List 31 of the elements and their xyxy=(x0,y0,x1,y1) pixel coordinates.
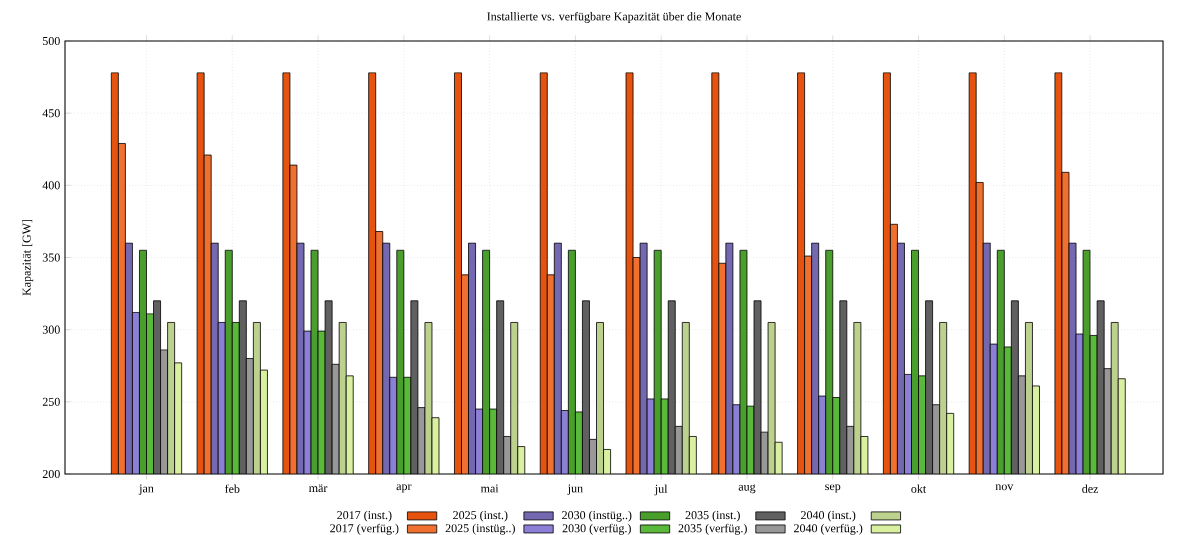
legend-label: 2017 (inst.) xyxy=(337,510,392,522)
legend-label: 2025 (instüg..) xyxy=(445,523,515,535)
x-tick-label: mär xyxy=(308,484,328,493)
y-tick-label: 250 xyxy=(42,397,60,406)
x-tick-label: jul xyxy=(654,484,668,496)
x-tick-label: jan xyxy=(138,484,154,495)
x-tick-label: dez xyxy=(1082,484,1099,493)
y-tick-label: 400 xyxy=(42,181,60,190)
y-tick-label: 300 xyxy=(42,325,60,334)
y-axis-title: Kapazität [GW] xyxy=(22,219,34,296)
chart-title: Installierte vs. verfügbare Kapazität über die Monate xyxy=(487,11,741,23)
x-tick-label: aug xyxy=(738,484,756,494)
legend-label: 2025 (inst.) xyxy=(453,510,508,522)
x-tick-label: okt xyxy=(911,484,927,493)
y-tick-label: 500 xyxy=(42,36,60,46)
legend-label: 2035 (verfüg.) xyxy=(678,523,747,535)
y-tick-label: 450 xyxy=(42,109,60,118)
x-tick-label: nov xyxy=(995,484,1014,491)
y-tick-label: 350 xyxy=(42,253,60,262)
legend-label: 2030 (verfüg.) xyxy=(562,523,631,535)
x-tick-label: sep xyxy=(825,484,841,493)
y-tick-label: 200 xyxy=(42,469,60,479)
legend-label: 2030 (instüg..) xyxy=(562,510,632,522)
legend-label: 2040 (verfüg.) xyxy=(794,523,863,535)
legend-label: 2040 (inst.) xyxy=(801,510,856,522)
legend-label: 2035 (inst.) xyxy=(685,510,740,522)
x-tick-label: jun xyxy=(567,484,583,495)
x-tick-label: mai xyxy=(480,484,499,493)
x-tick-label: feb xyxy=(224,484,240,493)
x-tick-label: apr xyxy=(396,484,412,493)
legend-label: 2017 (verfüg.) xyxy=(330,523,399,535)
